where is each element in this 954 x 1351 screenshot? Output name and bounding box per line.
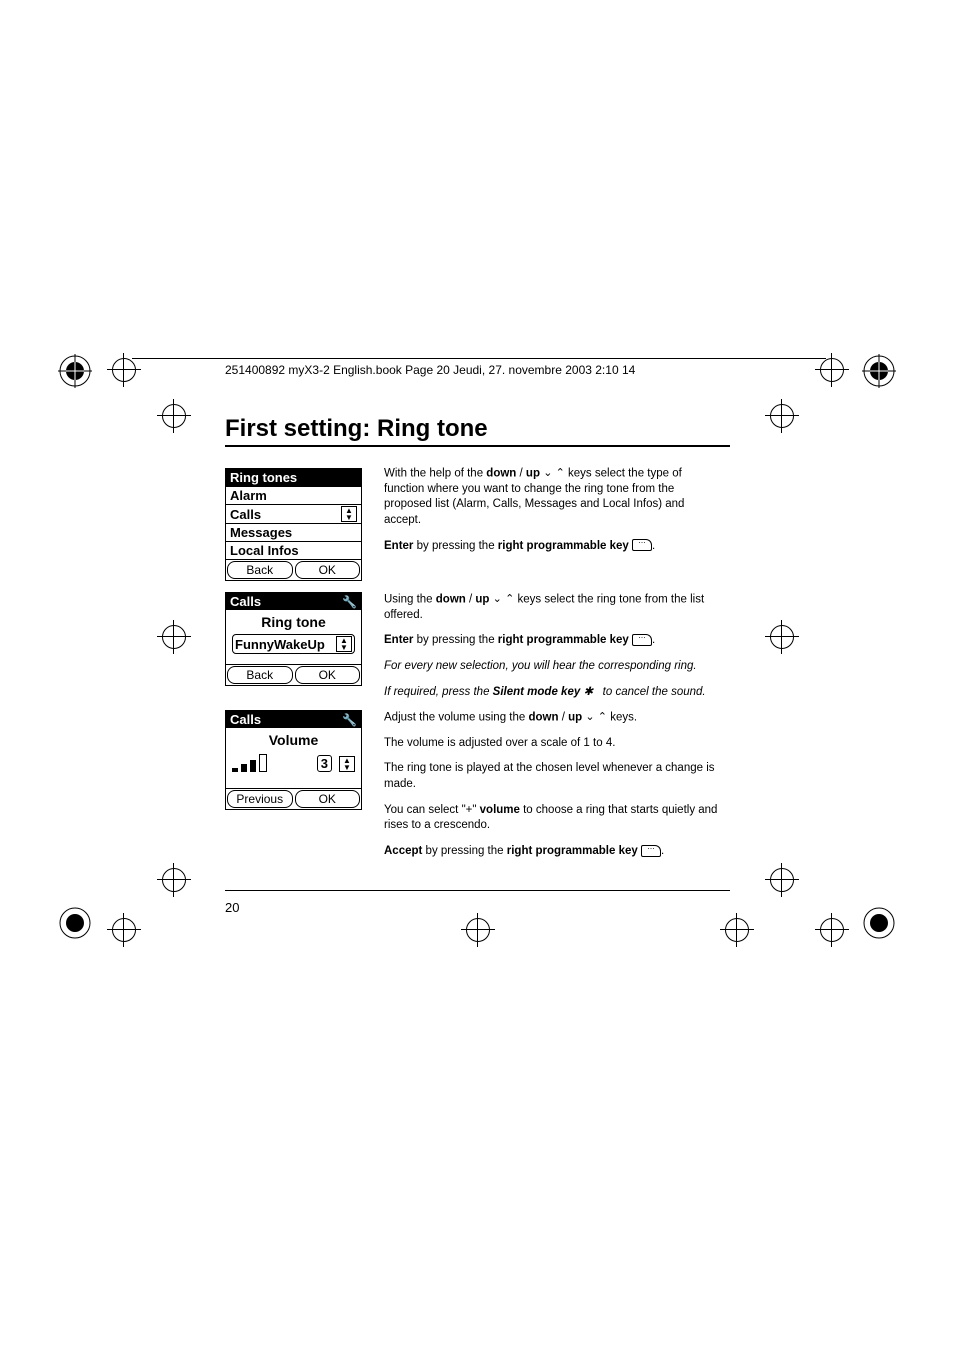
softkey-previous: Previous [227, 790, 293, 808]
ringtone-value: FunnyWakeUp [235, 637, 325, 652]
page-number: 20 [225, 900, 239, 915]
screen-title: Calls [230, 712, 261, 727]
page-title: First setting: Ring tone [225, 415, 488, 443]
spinner-icon: ▲▼ [339, 756, 355, 772]
softkey-ok: OK [295, 790, 361, 808]
programmable-key-icon: ⋯ [632, 634, 652, 646]
para-silent-mode: If required, press the Silent mode key ✱… [384, 685, 724, 701]
screen-heading: Volume [226, 728, 361, 750]
crosshair-target [466, 918, 490, 942]
menu-row-localinfos: Local Infos [226, 541, 361, 559]
menu-row-calls: Calls ▲▼ [226, 504, 361, 523]
crosshair-target [162, 625, 186, 649]
body-block-3: Adjust the volume using the down / up ⌄ … [384, 710, 724, 869]
screen-title: Calls [230, 594, 261, 609]
crosshair-target [162, 404, 186, 428]
softkey-back: Back [227, 666, 293, 684]
page: 251400892 myX3-2 English.book Page 20 Je… [0, 0, 954, 1351]
softkeys: Back OK [226, 664, 361, 685]
title-rule [225, 445, 730, 447]
ringtone-field: FunnyWakeUp ▲▼ [232, 634, 355, 654]
programmable-key-icon: ⋯ [641, 845, 661, 857]
crosshair-target [770, 625, 794, 649]
softkey-ok: OK [295, 666, 361, 684]
phone-screen-ringtones: Ring tones Alarm Calls ▲▼ Messages Local… [225, 468, 362, 581]
footer-rule [225, 890, 730, 891]
reg-mark [58, 354, 92, 388]
menu-row-alarm: Alarm [226, 486, 361, 504]
para-enter-1: Enter by pressing the right programmable… [384, 539, 724, 555]
up-arrow-icon: ⌃ [556, 466, 565, 481]
softkeys: Back OK [226, 559, 361, 580]
para-adjust-volume: Adjust the volume using the down / up ⌄ … [384, 710, 724, 726]
header-rule [132, 358, 826, 359]
down-arrow-icon: ⌄ [493, 592, 502, 607]
programmable-key-icon: ⋯ [632, 539, 652, 551]
down-arrow-icon: ⌄ [543, 466, 552, 481]
silent-key-icon: ✱ [583, 686, 599, 698]
para-select-tone: Using the down / up ⌄ ⌃ keys select the … [384, 592, 724, 623]
up-arrow-icon: ⌃ [505, 592, 514, 607]
menu-row-label: Local Infos [230, 543, 299, 558]
phone-screen-calls-ringtone: Calls 🔧 Ring tone FunnyWakeUp ▲▼ Back OK [225, 592, 362, 686]
para-select-function: With the help of the down / up ⌄ ⌃ keys … [384, 466, 724, 529]
down-arrow-icon: ⌄ [585, 710, 594, 725]
para-crescendo: You can select "+" volume to choose a ri… [384, 803, 724, 834]
para-accept: Accept by pressing the right programmabl… [384, 844, 724, 860]
para-hear-ring: For every new selection, you will hear t… [384, 659, 724, 675]
reg-mark [58, 906, 92, 940]
up-arrow-icon: ⌃ [598, 710, 607, 725]
crosshair-target [112, 358, 136, 382]
softkeys: Previous OK [226, 788, 361, 809]
para-enter-2: Enter by pressing the right programmable… [384, 633, 724, 649]
vol-bar [232, 768, 238, 772]
screen-titlebar: Calls 🔧 [226, 711, 361, 728]
screen-title: Ring tones [230, 470, 297, 485]
screen-titlebar: Ring tones [226, 469, 361, 486]
vol-bar [250, 760, 256, 772]
crosshair-target [820, 918, 844, 942]
phone-screen-calls-volume: Calls 🔧 Volume 3 ▲▼ Previous OK [225, 710, 362, 810]
screen-titlebar: Calls 🔧 [226, 593, 361, 610]
menu-row-label: Calls [230, 507, 261, 522]
menu-row-label: Alarm [230, 488, 267, 503]
body-block-1: With the help of the down / up ⌄ ⌃ keys … [384, 466, 724, 564]
volume-indicator: 3 ▲▼ [226, 750, 361, 776]
crosshair-target [112, 918, 136, 942]
softkey-ok: OK [295, 561, 361, 579]
reg-mark [862, 906, 896, 940]
crosshair-target [770, 868, 794, 892]
menu-row-label: Messages [230, 525, 292, 540]
screen-heading: Ring tone [226, 610, 361, 632]
header-text: 251400892 myX3-2 English.book Page 20 Je… [225, 363, 635, 377]
vol-bar-off [259, 754, 267, 772]
para-scale: The volume is adjusted over a scale of 1… [384, 736, 724, 752]
crosshair-target [162, 868, 186, 892]
reg-mark [862, 354, 896, 388]
volume-value: 3 [317, 755, 332, 772]
spinner-icon: ▲▼ [336, 636, 352, 652]
wrench-icon: 🔧 [342, 595, 357, 609]
crosshair-target [725, 918, 749, 942]
wrench-icon: 🔧 [342, 713, 357, 727]
vol-bar [241, 764, 247, 772]
crosshair-target [820, 358, 844, 382]
crosshair-target [770, 404, 794, 428]
para-played: The ring tone is played at the chosen le… [384, 761, 724, 792]
body-block-2: Using the down / up ⌄ ⌃ keys select the … [384, 592, 724, 710]
spinner-icon: ▲▼ [341, 506, 357, 522]
softkey-back: Back [227, 561, 293, 579]
menu-row-messages: Messages [226, 523, 361, 541]
